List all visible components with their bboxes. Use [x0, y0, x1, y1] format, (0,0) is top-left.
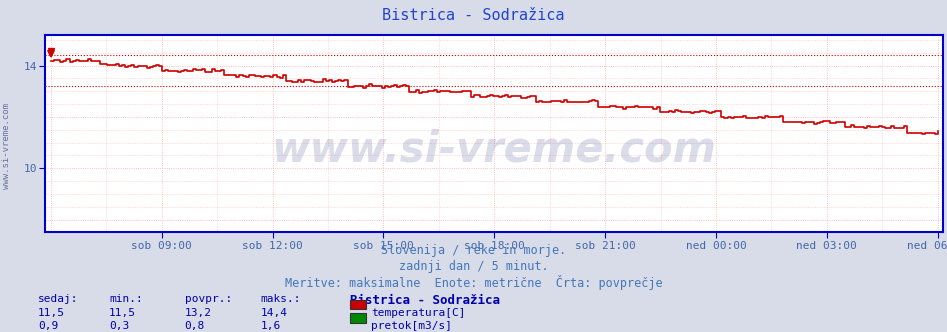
Text: 13,2: 13,2	[185, 308, 212, 318]
Text: Bistrica - Sodražica: Bistrica - Sodražica	[383, 8, 564, 23]
Text: povpr.:: povpr.:	[185, 294, 232, 304]
Text: Slovenija / reke in morje.: Slovenija / reke in morje.	[381, 244, 566, 257]
Text: 0,9: 0,9	[38, 321, 58, 331]
Text: min.:: min.:	[109, 294, 143, 304]
Text: maks.:: maks.:	[260, 294, 301, 304]
Text: temperatura[C]: temperatura[C]	[371, 308, 466, 318]
Text: www.si-vreme.com: www.si-vreme.com	[272, 128, 717, 170]
Text: 11,5: 11,5	[38, 308, 65, 318]
Text: www.si-vreme.com: www.si-vreme.com	[2, 103, 11, 189]
Text: pretok[m3/s]: pretok[m3/s]	[371, 321, 453, 331]
Text: sedaj:: sedaj:	[38, 294, 79, 304]
Text: zadnji dan / 5 minut.: zadnji dan / 5 minut.	[399, 260, 548, 273]
Text: 0,8: 0,8	[185, 321, 205, 331]
Text: 11,5: 11,5	[109, 308, 136, 318]
Text: 0,3: 0,3	[109, 321, 129, 331]
Text: Meritve: maksimalne  Enote: metrične  Črta: povprečje: Meritve: maksimalne Enote: metrične Črta…	[285, 275, 662, 290]
Text: 14,4: 14,4	[260, 308, 288, 318]
Text: 1,6: 1,6	[260, 321, 280, 331]
Text: Bistrica - Sodražica: Bistrica - Sodražica	[350, 294, 500, 307]
